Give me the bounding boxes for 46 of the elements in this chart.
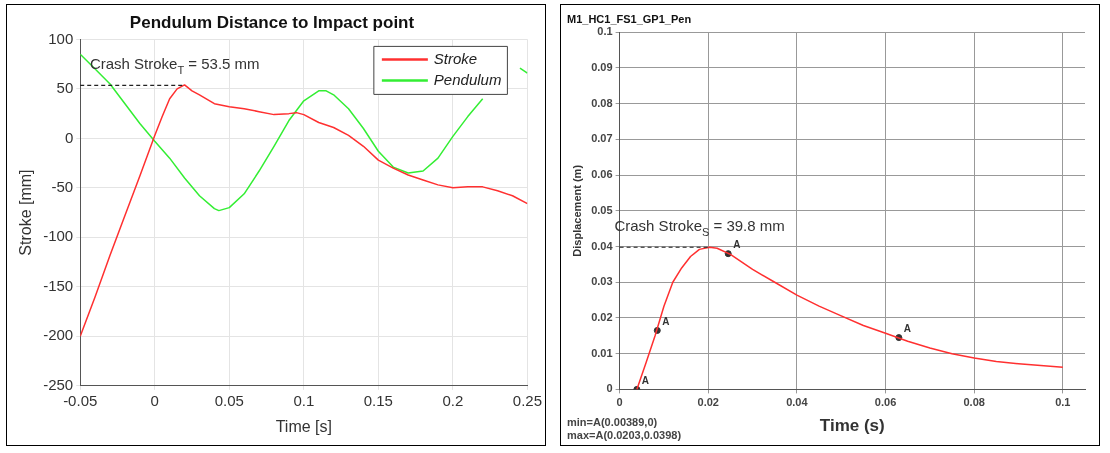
x-tick-label: 0.05 <box>214 391 244 409</box>
series-label: A <box>903 323 912 335</box>
text: min=A(0.00389,0) <box>567 416 658 428</box>
x-tick-label: 0.25 <box>512 391 542 409</box>
x-tick-label: 0.06 <box>874 396 897 409</box>
x-tick-label: 0.1 <box>1055 396 1071 409</box>
y-tick-label: 0.03 <box>591 275 613 288</box>
x-tick-label: 0 <box>616 396 623 409</box>
y-tick-label: -250 <box>43 375 74 393</box>
x-tick-label: 0.04 <box>786 396 809 409</box>
x-tick-label: 0.02 <box>697 396 719 409</box>
y-tick-label: 0.05 <box>591 203 613 216</box>
x-tick-label: 0 <box>150 391 159 409</box>
y-tick-label: 0.09 <box>591 60 613 73</box>
y-tick-label: 0.04 <box>591 239 614 252</box>
y-tick-label: 0.01 <box>591 346 613 359</box>
text: max=A(0.0203,0.0398) <box>567 429 682 441</box>
y-tick-label: 0.08 <box>591 96 613 109</box>
y-tick-label: -200 <box>43 326 74 344</box>
text: A <box>641 375 650 387</box>
x-tick-label: -0.05 <box>63 391 98 409</box>
y-tick-label: 0 <box>64 128 74 146</box>
x-tick-label: 0.08 <box>963 396 985 409</box>
x-tick-label: 0.1 <box>293 391 315 409</box>
y-tick-label: -100 <box>43 227 74 245</box>
y-tick-label: 0.1 <box>597 25 613 38</box>
x-tick-label: 0.15 <box>363 391 393 409</box>
chart-title: Pendulum Distance to Impact point <box>129 12 415 32</box>
x-axis-title: Time (s) <box>819 416 885 436</box>
y-axis-title: Stroke [mm] <box>17 169 35 256</box>
x-axis-title: Time [s] <box>275 417 332 435</box>
legend-label: Pendulum <box>433 70 502 88</box>
chart-title: M1_HC1_FS1_GP1_Pen <box>567 12 692 25</box>
y-tick-label: 100 <box>48 29 74 47</box>
y-tick-label: -50 <box>51 178 74 195</box>
text: A <box>662 316 670 328</box>
y-tick-label: -150 <box>43 276 74 294</box>
text: A <box>733 239 741 251</box>
legend-label: Stroke <box>433 49 478 67</box>
y-axis-title: Displacement (m) <box>570 164 583 257</box>
x-tick-label: 0.2 <box>442 391 464 409</box>
y-tick-label: 0.02 <box>591 310 613 323</box>
y-tick-label: 0.07 <box>591 132 613 145</box>
y-tick-label: 50 <box>56 79 74 97</box>
y-tick-label: 0 <box>606 382 613 395</box>
y-tick-label: 0.06 <box>591 168 613 181</box>
